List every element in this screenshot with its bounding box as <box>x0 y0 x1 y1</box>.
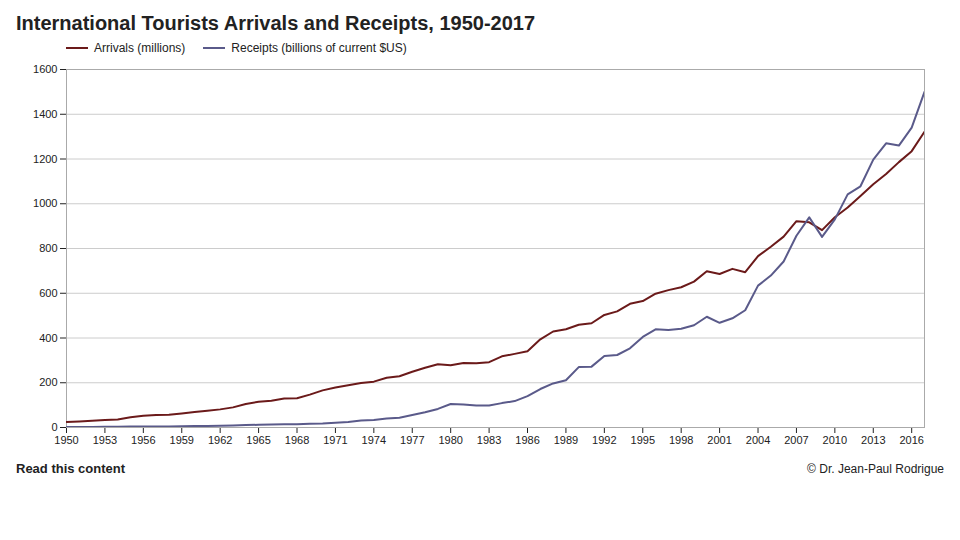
svg-text:1950: 1950 <box>54 434 78 446</box>
svg-text:1986: 1986 <box>515 434 539 446</box>
svg-text:1400: 1400 <box>33 108 57 120</box>
svg-text:200: 200 <box>39 376 57 388</box>
svg-text:1995: 1995 <box>631 434 655 446</box>
svg-text:1968: 1968 <box>285 434 309 446</box>
svg-text:1000: 1000 <box>33 197 57 209</box>
svg-text:2004: 2004 <box>746 434 770 446</box>
svg-text:1974: 1974 <box>362 434 386 446</box>
html-text:Arrivals (millions): Arrivals (millions) <box>94 41 186 55</box>
svg-text:1992: 1992 <box>592 434 616 446</box>
svg-text:1971: 1971 <box>323 434 347 446</box>
svg-text:1962: 1962 <box>208 434 232 446</box>
svg-text:800: 800 <box>39 242 57 254</box>
html-text:© Dr. Jean-Paul Rodrigue: © Dr. Jean-Paul Rodrigue <box>807 461 944 476</box>
html-text:Receipts (billions of current: Receipts (billions of current $US) <box>231 41 407 55</box>
svg-text:1980: 1980 <box>438 434 462 446</box>
svg-text:1200: 1200 <box>33 153 57 165</box>
svg-text:1600: 1600 <box>33 63 57 75</box>
svg-text:400: 400 <box>39 332 57 344</box>
svg-text:1977: 1977 <box>400 434 424 446</box>
svg-text:2001: 2001 <box>707 434 731 446</box>
html-text:Read this content: Read this content <box>16 461 126 476</box>
svg-text:1956: 1956 <box>131 434 155 446</box>
html-text:International Tourists Arrival: International Tourists Arrivals and Rece… <box>16 12 536 34</box>
svg-text:1953: 1953 <box>93 434 117 446</box>
svg-text:1989: 1989 <box>554 434 578 446</box>
svg-text:600: 600 <box>39 287 57 299</box>
svg-text:1959: 1959 <box>170 434 194 446</box>
svg-text:2007: 2007 <box>784 434 808 446</box>
svg-text:1983: 1983 <box>477 434 501 446</box>
svg-text:1965: 1965 <box>246 434 270 446</box>
svg-text:2013: 2013 <box>861 434 885 446</box>
svg-text:1998: 1998 <box>669 434 693 446</box>
svg-text:2016: 2016 <box>899 434 923 446</box>
svg-text:0: 0 <box>51 421 57 433</box>
svg-text:2010: 2010 <box>823 434 847 446</box>
